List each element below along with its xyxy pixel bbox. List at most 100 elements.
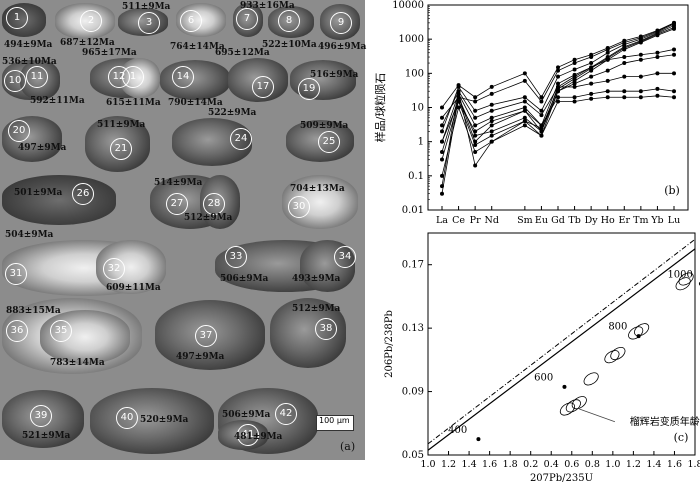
grain-number-label: 11 bbox=[26, 66, 48, 88]
concordia-age-label: 800 bbox=[608, 322, 627, 333]
ree-data-point bbox=[672, 89, 676, 94]
grain-age-label: 493±9Ma bbox=[292, 274, 341, 284]
grain-age-label: 522±9Ma bbox=[208, 108, 257, 118]
x-tick-label: Ho bbox=[601, 215, 615, 226]
grain-number-label: 40 bbox=[116, 407, 138, 429]
scale-bar-label: 100 μm bbox=[319, 416, 350, 425]
ree-data-point bbox=[622, 61, 627, 66]
panel-b-label: (b) bbox=[664, 184, 680, 197]
x-tick-label: 1.2 bbox=[441, 459, 456, 470]
y-tick-label: 0.17 bbox=[402, 260, 424, 271]
grain-number-label: 26 bbox=[72, 183, 94, 205]
ree-data-point bbox=[655, 55, 660, 60]
grain-number-label: 8 bbox=[278, 10, 300, 32]
y-tick-label: 10000 bbox=[392, 0, 424, 11]
analysis-error-ellipse bbox=[634, 323, 650, 337]
grain-number-label: 6 bbox=[180, 10, 202, 32]
ree-data-point bbox=[672, 71, 676, 76]
ree-data-point bbox=[638, 74, 643, 79]
zircon-cl-image-panel: 1 2 3 6 7 8 9 10 11 12 1 14 17 19 20 21 24 25 26 27 28 30 31 32… bbox=[0, 0, 366, 460]
ree-data-point bbox=[539, 99, 544, 104]
grain-number-label: 24 bbox=[230, 128, 252, 150]
ree-data-point bbox=[473, 129, 478, 134]
ree-data-point bbox=[522, 119, 527, 124]
ree-data-point bbox=[539, 129, 544, 134]
grain-number-label: 34 bbox=[334, 246, 356, 268]
ree-data-point bbox=[572, 95, 577, 100]
x-axis-label: 207Pb/235U bbox=[530, 473, 593, 483]
y-tick-label: 0.1 bbox=[408, 171, 424, 182]
zircon-grain bbox=[160, 60, 230, 100]
grain-number-label: 36 bbox=[6, 320, 28, 342]
grain-number-label: 39 bbox=[30, 405, 52, 427]
ree-data-point bbox=[622, 38, 627, 43]
ree-data-point bbox=[556, 95, 560, 100]
ree-data-point bbox=[572, 99, 577, 104]
ree-data-point bbox=[556, 89, 560, 94]
annotation-text: 榴辉岩变质年龄 bbox=[630, 415, 700, 428]
analysis-error-ellipse bbox=[675, 277, 691, 291]
ree-data-point bbox=[456, 95, 461, 100]
x-tick-label: Nd bbox=[485, 215, 499, 226]
analysis-error-ellipse bbox=[678, 272, 694, 286]
y-tick-label: 0.01 bbox=[402, 205, 424, 216]
ree-data-point bbox=[489, 91, 494, 96]
y-tick-label: 0.13 bbox=[402, 323, 424, 334]
ree-data-point bbox=[489, 133, 494, 138]
grain-age-label: 615±11Ma bbox=[106, 98, 161, 108]
concordia-age-label: 1000 bbox=[667, 269, 692, 280]
ree-data-point bbox=[655, 28, 660, 33]
ree-data-point bbox=[572, 57, 577, 62]
grain-age-label: 509±9Ma bbox=[300, 121, 349, 131]
ree-series-line bbox=[441, 28, 675, 187]
ree-data-point bbox=[589, 65, 594, 70]
zircon-grain bbox=[2, 175, 116, 225]
ree-data-point bbox=[539, 133, 544, 138]
grain-age-label: 521±9Ma bbox=[22, 431, 71, 441]
panel-a-label: (a) bbox=[340, 440, 356, 453]
ree-data-point bbox=[589, 61, 594, 66]
ree-data-point bbox=[638, 52, 643, 57]
ree-data-point bbox=[473, 108, 478, 113]
concordia-age-label: 600 bbox=[534, 372, 553, 383]
y-tick-label: 100 bbox=[405, 68, 424, 79]
concordia-age-marker bbox=[562, 384, 567, 389]
x-tick-label: Ce bbox=[452, 215, 465, 226]
ree-data-point bbox=[556, 65, 560, 70]
ree-data-point bbox=[605, 78, 610, 83]
grain-age-label: 501±9Ma bbox=[14, 188, 63, 198]
ree-data-point bbox=[539, 95, 544, 100]
grain-number-label: 1 bbox=[122, 66, 144, 88]
ree-data-point bbox=[638, 95, 643, 100]
annotation-arrow bbox=[579, 408, 616, 423]
concordia-chart: 1.0 1.2 1.4 1.6 1.8 0.2 0.4 0.6 0.8 1.0 1.2 1.4 1.6 1… bbox=[384, 232, 700, 483]
ree-series-line bbox=[441, 49, 675, 142]
ree-data-point bbox=[638, 34, 643, 39]
grain-number-label: 25 bbox=[318, 131, 340, 153]
grain-number-label: 38 bbox=[315, 318, 337, 340]
grain-age-label: 609±11Ma bbox=[106, 283, 161, 293]
x-tick-label: Eu bbox=[535, 215, 548, 226]
zircon-grain bbox=[90, 388, 214, 454]
ree-data-point bbox=[456, 89, 461, 94]
ree-data-point bbox=[473, 142, 478, 147]
ree-data-point bbox=[489, 108, 494, 113]
ree-series-line bbox=[441, 23, 675, 132]
grain-age-label: 506±9Ma bbox=[220, 274, 269, 284]
ree-data-point bbox=[489, 123, 494, 128]
grain-age-label: 512±9Ma bbox=[292, 304, 341, 314]
ree-series-line bbox=[441, 27, 675, 160]
ree-series-line bbox=[441, 95, 675, 176]
grain-number-label: 42 bbox=[275, 403, 297, 425]
x-tick-label: 0.6 bbox=[564, 459, 579, 470]
ree-data-point bbox=[489, 139, 494, 144]
grain-age-label: 497±9Ma bbox=[176, 352, 225, 362]
grain-age-label: 504±9Ma bbox=[5, 230, 54, 240]
ree-data-point bbox=[556, 81, 560, 86]
grain-age-label: 481±9Ma bbox=[234, 432, 283, 442]
x-tick-label: Dy bbox=[585, 215, 599, 226]
grain-age-label: 965±17Ma bbox=[82, 48, 137, 58]
grain-number-label: 21 bbox=[110, 138, 132, 160]
grain-number-label: 32 bbox=[103, 258, 125, 280]
ree-series-line bbox=[441, 22, 675, 119]
